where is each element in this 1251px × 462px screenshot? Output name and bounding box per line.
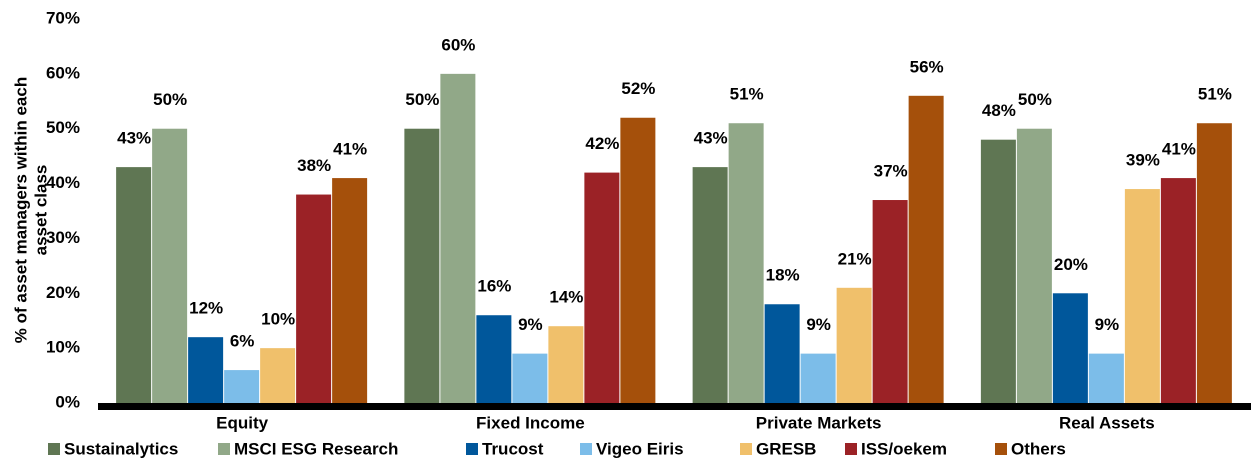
bar — [224, 370, 260, 403]
bar — [728, 123, 764, 403]
legend-label: Trucost — [482, 439, 544, 458]
bar — [1052, 293, 1088, 403]
legend-label: Sustainalytics — [64, 439, 178, 458]
legend-swatch — [218, 443, 230, 455]
legend-swatch — [995, 443, 1007, 455]
x-tick-label: Private Markets — [756, 413, 882, 432]
legend-swatch — [48, 443, 60, 455]
bar — [908, 95, 944, 404]
bar — [836, 287, 872, 403]
bar — [764, 304, 800, 403]
data-label: 9% — [518, 315, 543, 334]
bar — [620, 117, 656, 403]
legend-label: ISS/oekem — [861, 439, 947, 458]
bar — [260, 348, 296, 403]
bar — [1088, 353, 1124, 403]
bar — [476, 315, 512, 403]
y-tick-label: 0% — [55, 392, 80, 411]
data-label: 39% — [1126, 151, 1160, 170]
bar — [116, 167, 152, 403]
y-axis-label: asset class — [31, 165, 50, 256]
bar — [512, 353, 548, 403]
y-axis-label: % of asset managers within each — [11, 77, 30, 343]
x-tick-label: Equity — [216, 413, 268, 432]
x-axis — [98, 403, 1251, 410]
data-label: 41% — [1162, 140, 1196, 159]
data-label: 10% — [261, 310, 295, 329]
y-tick-label: 60% — [46, 63, 80, 82]
bar — [296, 194, 332, 403]
data-label: 51% — [1198, 85, 1232, 104]
data-label: 20% — [1054, 255, 1088, 274]
bar — [1016, 128, 1052, 403]
legend-label: GRESB — [756, 439, 816, 458]
data-label: 43% — [694, 129, 728, 148]
data-label: 52% — [621, 79, 655, 98]
data-label: 42% — [585, 134, 619, 153]
legend-swatch — [740, 443, 752, 455]
legend-label: MSCI ESG Research — [234, 439, 398, 458]
bar — [800, 353, 836, 403]
y-tick-label: 30% — [46, 228, 80, 247]
legend-swatch — [580, 443, 592, 455]
bar — [332, 178, 368, 403]
y-tick-label: 70% — [46, 8, 80, 27]
data-label: 12% — [189, 299, 223, 318]
bar — [1160, 178, 1196, 403]
bar — [440, 73, 476, 403]
data-label: 50% — [405, 90, 439, 109]
legend-swatch — [466, 443, 478, 455]
data-label: 50% — [153, 90, 187, 109]
bar — [692, 167, 728, 403]
data-label: 37% — [874, 162, 908, 181]
bar — [188, 337, 224, 403]
data-label: 60% — [441, 35, 475, 54]
y-tick-label: 10% — [46, 338, 80, 357]
y-tick-label: 50% — [46, 118, 80, 137]
data-label: 41% — [333, 140, 367, 159]
bar — [584, 172, 620, 403]
bar — [980, 139, 1016, 403]
data-label: 18% — [766, 266, 800, 285]
data-label: 43% — [117, 129, 151, 148]
data-label: 48% — [982, 101, 1016, 120]
y-tick-label: 40% — [46, 173, 80, 192]
data-label: 21% — [838, 249, 872, 268]
bar — [152, 128, 188, 403]
data-label: 51% — [730, 85, 764, 104]
data-label: 9% — [806, 315, 831, 334]
data-label: 6% — [230, 332, 255, 351]
bar — [1196, 123, 1232, 403]
legend-label: Vigeo Eiris — [596, 439, 684, 458]
data-label: 50% — [1018, 90, 1052, 109]
bar — [548, 326, 584, 403]
legend-label: Others — [1011, 439, 1066, 458]
legend-swatch — [845, 443, 857, 455]
data-label: 14% — [549, 288, 583, 307]
data-label: 9% — [1095, 315, 1120, 334]
data-label: 56% — [910, 57, 944, 76]
bar — [872, 200, 908, 403]
x-tick-label: Fixed Income — [476, 413, 585, 432]
bar — [1124, 189, 1160, 403]
data-label: 38% — [297, 156, 331, 175]
y-tick-label: 20% — [46, 283, 80, 302]
data-label: 16% — [477, 277, 511, 296]
bar — [404, 128, 440, 403]
x-tick-label: Real Assets — [1059, 413, 1155, 432]
